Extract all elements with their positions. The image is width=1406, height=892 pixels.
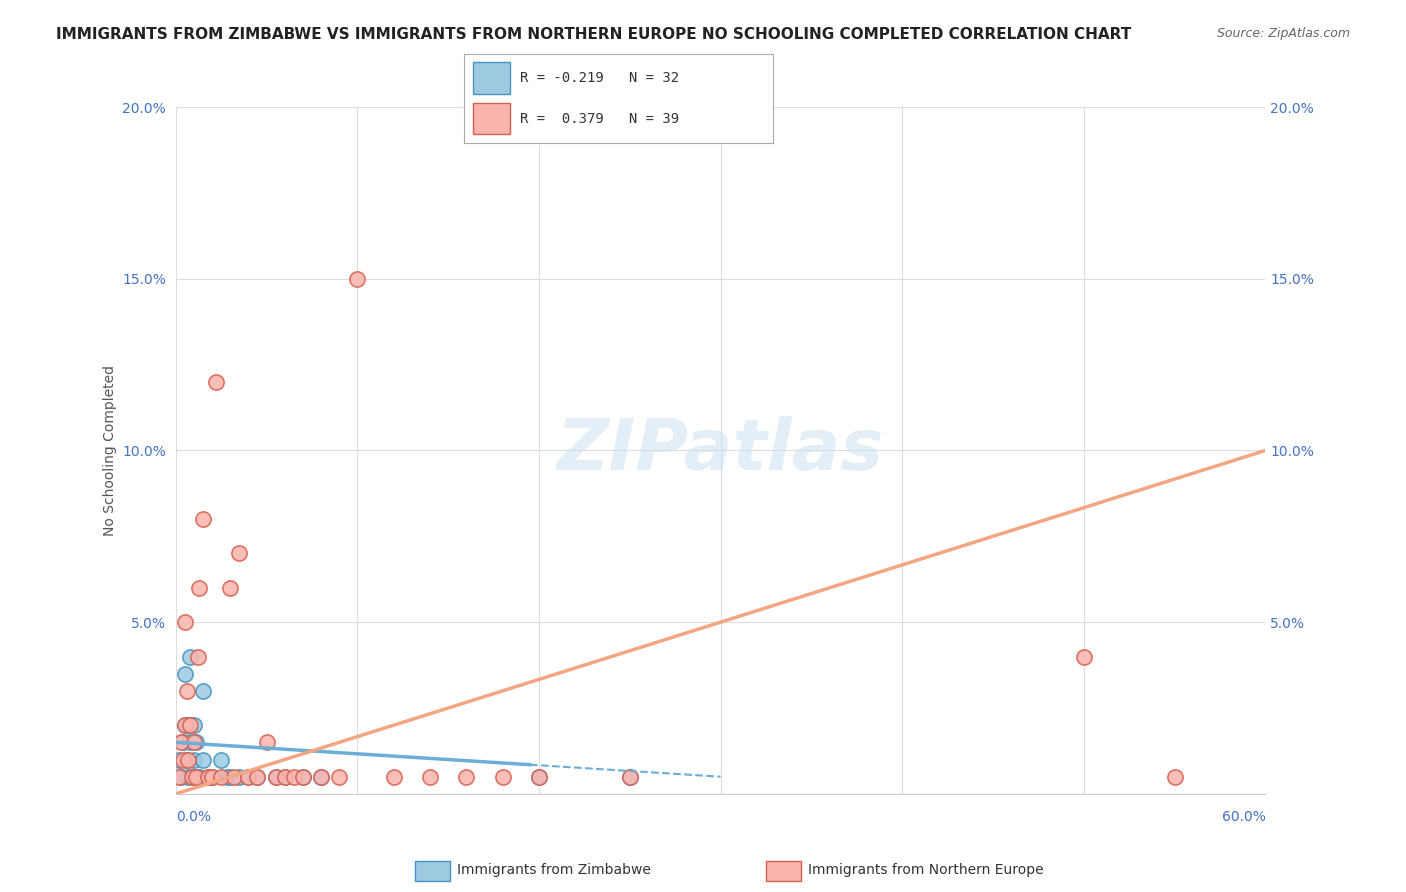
Point: [274, 770, 297, 784]
Point: [246, 770, 269, 784]
Point: [382, 770, 405, 784]
Point: [228, 546, 250, 561]
Point: [238, 770, 260, 784]
Point: [238, 770, 260, 784]
Point: [177, 770, 200, 784]
Point: [188, 770, 211, 784]
Point: [172, 735, 194, 749]
Point: [1163, 770, 1185, 784]
Point: [179, 735, 201, 749]
Point: [179, 649, 201, 664]
Point: [183, 753, 205, 767]
Point: [184, 735, 207, 749]
Point: [619, 770, 641, 784]
Point: [215, 770, 238, 784]
Text: Immigrants from Northern Europe: Immigrants from Northern Europe: [808, 863, 1045, 877]
Point: [309, 770, 332, 784]
Point: [492, 770, 515, 784]
Point: [173, 666, 195, 681]
Point: [181, 770, 204, 784]
Point: [328, 770, 350, 784]
Text: Source: ZipAtlas.com: Source: ZipAtlas.com: [1216, 27, 1350, 40]
Point: [256, 735, 278, 749]
Point: [201, 770, 224, 784]
Text: 60.0%: 60.0%: [1222, 810, 1265, 824]
Point: [184, 770, 207, 784]
Point: [201, 770, 224, 784]
Point: [188, 581, 211, 595]
Text: R = -0.219   N = 32: R = -0.219 N = 32: [520, 71, 679, 86]
Bar: [766, 861, 801, 881]
Text: IMMIGRANTS FROM ZIMBABWE VS IMMIGRANTS FROM NORTHERN EUROPE NO SCHOOLING COMPLET: IMMIGRANTS FROM ZIMBABWE VS IMMIGRANTS F…: [56, 27, 1132, 42]
Point: [170, 770, 193, 784]
Point: [619, 770, 641, 784]
Text: 0.0%: 0.0%: [176, 810, 211, 824]
Point: [291, 770, 314, 784]
Point: [186, 770, 209, 784]
Point: [170, 735, 193, 749]
Bar: [474, 103, 510, 134]
Point: [197, 770, 219, 784]
Point: [346, 271, 368, 285]
Point: [181, 770, 204, 784]
Point: [274, 770, 297, 784]
Point: [283, 770, 305, 784]
Point: [264, 770, 287, 784]
Point: [173, 615, 195, 630]
Point: [191, 512, 214, 526]
Point: [228, 770, 250, 784]
Point: [176, 753, 198, 767]
Point: [186, 649, 209, 664]
Point: [264, 770, 287, 784]
Point: [179, 718, 201, 732]
Point: [176, 683, 198, 698]
Point: [527, 770, 550, 784]
Point: [291, 770, 314, 784]
Point: [172, 753, 194, 767]
Point: [246, 770, 269, 784]
Bar: [415, 861, 450, 881]
Point: [169, 770, 191, 784]
Y-axis label: No Schooling Completed: No Schooling Completed: [103, 365, 117, 536]
Point: [219, 770, 242, 784]
Point: [183, 718, 205, 732]
Point: [1073, 649, 1095, 664]
Point: [222, 770, 245, 784]
Point: [204, 375, 226, 389]
Text: ZIPatlas: ZIPatlas: [557, 416, 884, 485]
Point: [191, 753, 214, 767]
Point: [177, 718, 200, 732]
Bar: [474, 62, 510, 94]
Point: [191, 683, 214, 698]
Text: R =  0.379   N = 39: R = 0.379 N = 39: [520, 112, 679, 126]
Point: [173, 718, 195, 732]
Point: [197, 770, 219, 784]
Point: [209, 753, 232, 767]
Point: [173, 718, 195, 732]
Point: [419, 770, 441, 784]
Point: [177, 753, 200, 767]
Text: Immigrants from Zimbabwe: Immigrants from Zimbabwe: [457, 863, 651, 877]
Point: [456, 770, 478, 784]
Point: [183, 735, 205, 749]
Point: [169, 753, 191, 767]
Point: [219, 581, 242, 595]
Point: [527, 770, 550, 784]
Point: [309, 770, 332, 784]
Point: [209, 770, 232, 784]
